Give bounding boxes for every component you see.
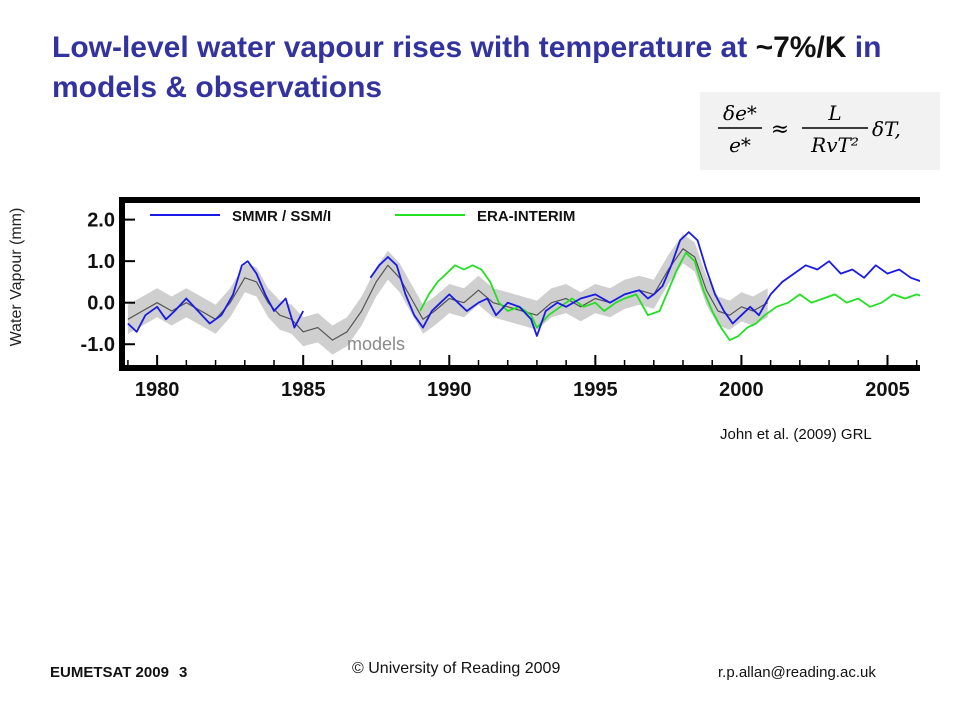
legend-label: SMMR / SSM/I [232, 208, 331, 225]
x-tick-label: 1995 [573, 379, 618, 401]
eq-approx: ≈ [771, 117, 789, 142]
y-tick-label: 1.0 [87, 251, 115, 273]
citation: John et al. (2009) GRL [720, 426, 872, 443]
eq-rhs-numerator: L [827, 101, 841, 125]
footer-copyright: © University of Reading 2009 [352, 660, 561, 677]
legend-label: ERA-INTERIM [477, 208, 575, 225]
title-rate: ~7%/K [755, 31, 847, 64]
x-tick-label: 2000 [719, 379, 764, 401]
water-vapour-chart: -1.0 0.0 1.0 2.0 1980 1985 1990 1995 2000 2005 SM… [40, 185, 920, 410]
plot-bottom-border [125, 365, 920, 371]
plot-top-border [125, 197, 920, 203]
series-line-era-interim [419, 251, 920, 341]
eq-rhs-denominator: RvT² [810, 133, 859, 157]
y-tick-label: 0.0 [87, 293, 115, 315]
x-tick-label: 1985 [281, 379, 326, 401]
eq-lhs-numerator: δe* [723, 101, 757, 125]
equation-svg: δe* e* ≈ L RvT² δT, [718, 101, 901, 157]
title-part-2: in models & observations [52, 31, 882, 104]
x-tick-label: 1980 [135, 379, 180, 401]
models-annotation: models [347, 334, 405, 354]
series-line-smmr-ssm-i [127, 260, 304, 333]
eq-lhs-denominator: e* [729, 133, 751, 157]
models-spread-band [127, 234, 768, 355]
eq-tail: δT, [872, 117, 901, 141]
clausius-clapeyron-equation: δe* e* ≈ L RvT² δT, [700, 92, 940, 170]
y-tick-label: -1.0 [81, 334, 115, 356]
slide-title: Low-level water vapour rises with temper… [52, 28, 932, 108]
y-axis-label: Water Vapour (mm) [8, 207, 25, 347]
page-number: 3 [178, 664, 188, 681]
footer-left: EUMETSAT 2009 3 [50, 664, 187, 681]
series-line-smmr-ssm-i [369, 231, 920, 337]
footer-event: EUMETSAT 2009 [50, 664, 169, 681]
title-part-1: Low-level water vapour rises with temper… [52, 31, 756, 64]
footer-email: r.p.allan@reading.ac.uk [718, 664, 876, 681]
x-tick-label: 1990 [427, 379, 472, 401]
x-tick-label: 2005 [865, 379, 910, 401]
y-tick-label: 2.0 [87, 210, 115, 232]
plot-left-border [119, 197, 125, 371]
